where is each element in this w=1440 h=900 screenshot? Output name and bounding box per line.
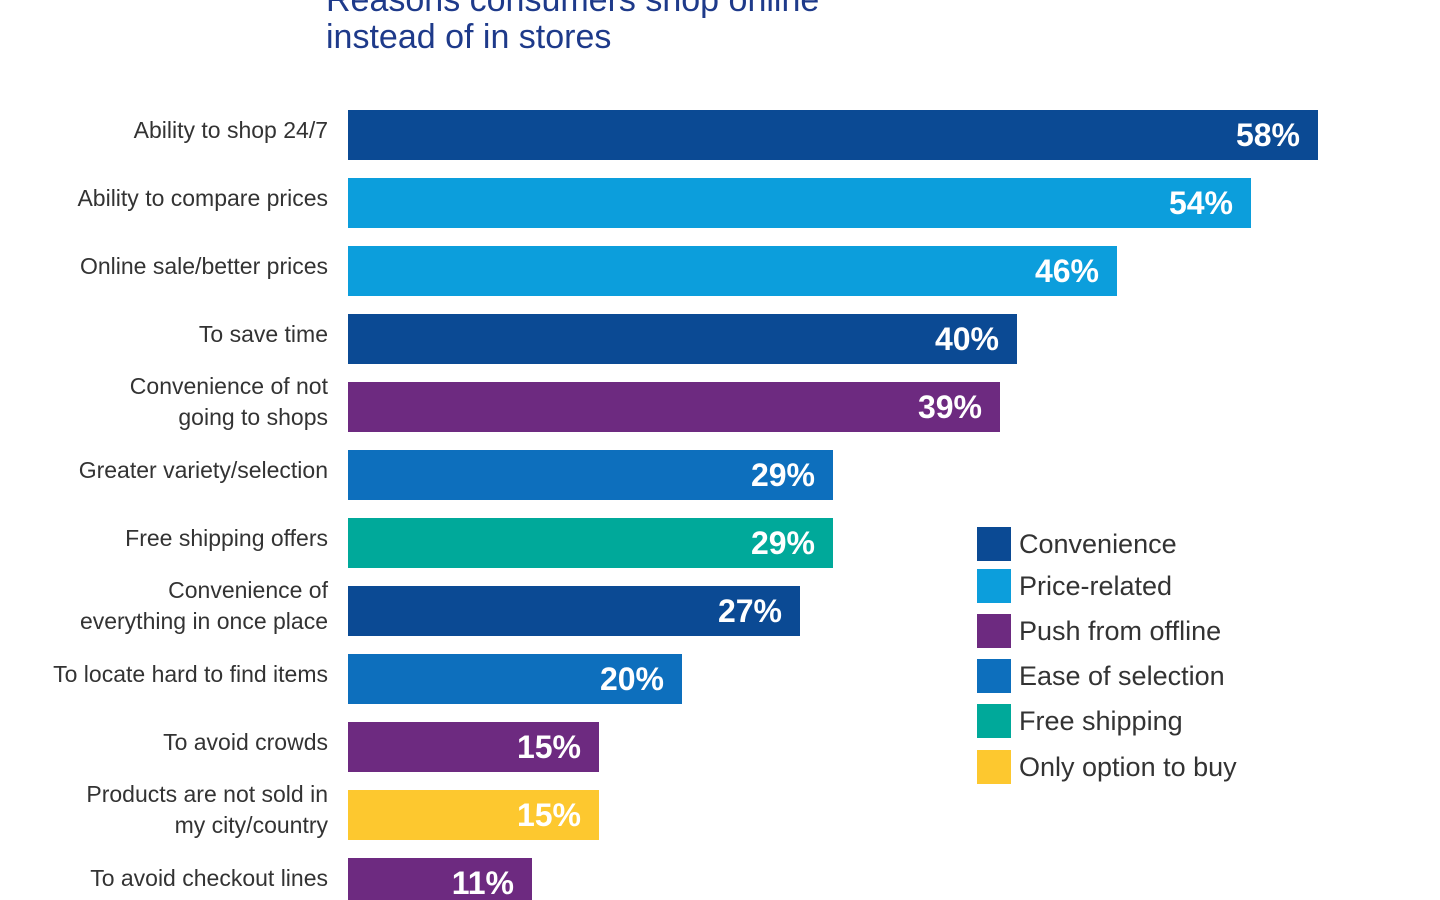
bar: 40% (348, 314, 1017, 364)
category-label: Free shipping offers (125, 524, 328, 551)
category-label: To avoid checkout lines (90, 864, 328, 891)
bar-value-label: 20% (599, 661, 664, 697)
legend-label: Convenience (1019, 529, 1177, 559)
legend-swatch (977, 569, 1011, 603)
legend-swatch (977, 659, 1011, 693)
bar: 20% (348, 654, 682, 704)
legend-label: Free shipping (1019, 706, 1183, 736)
bar-value-label: 11% (451, 865, 514, 900)
chart-title-line-1: Reasons consumers shop online (326, 0, 820, 19)
bar: 29% (348, 518, 833, 568)
bar: 54% (348, 178, 1251, 228)
category-label: Greater variety/selection (78, 456, 328, 483)
bar: 46% (348, 246, 1117, 296)
bar-value-label: 58% (1235, 117, 1300, 153)
category-label: Ability to shop 24/7 (133, 116, 328, 143)
legend-label: Only option to buy (1019, 752, 1237, 782)
legend-label: Price-related (1019, 571, 1173, 601)
bar-value-label: 15% (516, 729, 581, 765)
legend-swatch (977, 527, 1011, 561)
bar: 15% (348, 722, 599, 772)
legend-label: Push from offline (1019, 616, 1222, 646)
bar-value-label: 46% (1034, 253, 1099, 289)
category-label: Ability to compare prices (77, 184, 328, 211)
legend-swatch (977, 750, 1011, 784)
bar: 15% (348, 790, 599, 840)
category-label: Convenience of not going to shops (129, 373, 328, 430)
category-label: To locate hard to find items (53, 660, 328, 687)
category-label: Online sale/better prices (79, 252, 328, 279)
bar: 29% (348, 450, 833, 500)
chart-title-line-2: instead of in stores (326, 18, 612, 56)
bar-value-label: 15% (516, 797, 581, 833)
bar: 27% (348, 586, 800, 636)
bar-value-label: 40% (934, 321, 999, 357)
category-label: To save time (198, 320, 328, 347)
category-label: Products are not sold in my city/country (86, 781, 328, 838)
bar: 39% (348, 382, 1000, 432)
legend-swatch (977, 614, 1011, 648)
category-label: To avoid crowds (163, 728, 328, 755)
legend-label: Ease of selection (1019, 661, 1225, 691)
bar: 11% (348, 858, 532, 900)
bar-value-label: 54% (1168, 185, 1233, 221)
category-label: Convenience of everything in once place (79, 577, 328, 634)
bar: 58% (348, 110, 1318, 160)
bar-value-label: 29% (750, 525, 815, 561)
bar-value-label: 27% (717, 593, 782, 629)
bar-value-label: 39% (917, 389, 982, 425)
bar-value-label: 29% (750, 457, 815, 493)
legend-swatch (977, 704, 1011, 738)
